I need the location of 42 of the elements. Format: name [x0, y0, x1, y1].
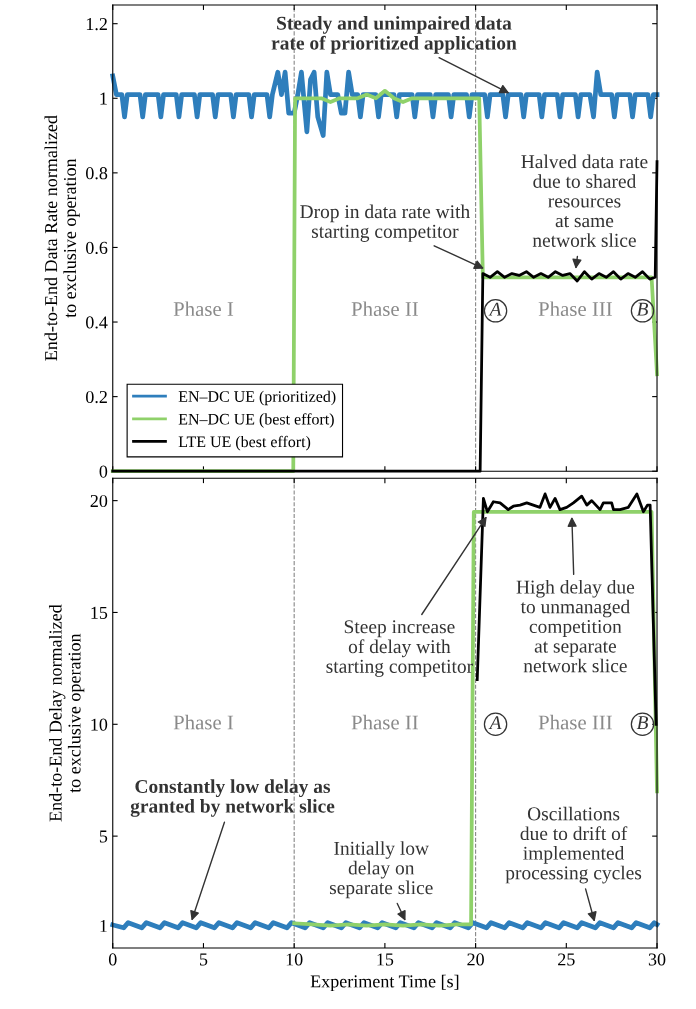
y-tick-label: 1: [100, 919, 107, 932]
annotation: Constantly low delay as granted by network slice: [130, 779, 335, 817]
y-tick-label: 5: [99, 830, 108, 843]
annotation: Steady and unimpaired data rate of prioritized application: [271, 16, 517, 54]
x-tick-label: 15: [377, 953, 394, 966]
annotation: B: [636, 716, 649, 730]
x-tick-label: 30: [648, 953, 666, 966]
annotation: High delay due to unmanaged competition at separate network slice: [516, 579, 635, 673]
annotation: Initially low delay on separate slice: [329, 841, 433, 899]
x-axis-title: Experiment Time [s]: [310, 974, 459, 992]
legend-label: LTE UE (best effort): [178, 435, 311, 451]
annotation: Oscillations due to drift of implemented processing cycles: [505, 806, 642, 884]
y-tick-label: 0.6: [86, 241, 108, 254]
legend-label: EN–DC UE (best effort): [178, 413, 334, 428]
annotation: A: [488, 716, 502, 729]
y-tick-label: 0: [99, 465, 108, 478]
y-tick-label: 0.4: [86, 316, 108, 329]
y-tick-label: 1: [100, 92, 107, 105]
annotation: Drop in data rate with starting competitor: [300, 204, 470, 242]
y-axis-title: End-to-End Data Rate normalized to exclusive operation: [44, 115, 80, 361]
legend-label: EN–DC UE (prioritized): [178, 390, 336, 406]
x-tick-label: 25: [558, 953, 575, 966]
y-tick-label: 20: [90, 494, 108, 508]
annotation: Phase II: [351, 714, 418, 730]
x-tick-label: 0: [108, 953, 117, 966]
y-tick-label: 0.2: [86, 390, 107, 404]
x-tick-label: 20: [467, 953, 484, 966]
y-tick-label: 15: [91, 606, 108, 619]
y-tick-label: 1.2: [86, 18, 107, 31]
annotation: Phase I: [173, 301, 234, 317]
y-axis-title: End-to-End Delay normalized to exclusive operation: [48, 604, 85, 822]
y-tick-label: 10: [91, 718, 108, 731]
annotation: A: [488, 302, 502, 316]
x-tick-label: 10: [286, 953, 303, 966]
annotation: B: [636, 302, 649, 316]
annotation: Phase III: [538, 714, 612, 730]
x-tick-label: 5: [200, 953, 208, 966]
annotation: Phase II: [351, 301, 418, 317]
annotation: Halved data rate due to shared resources at same network slice: [521, 154, 648, 247]
y-tick-label: 0.8: [86, 167, 108, 180]
annotation: Phase I: [173, 714, 234, 730]
annotation: Phase III: [538, 301, 612, 317]
